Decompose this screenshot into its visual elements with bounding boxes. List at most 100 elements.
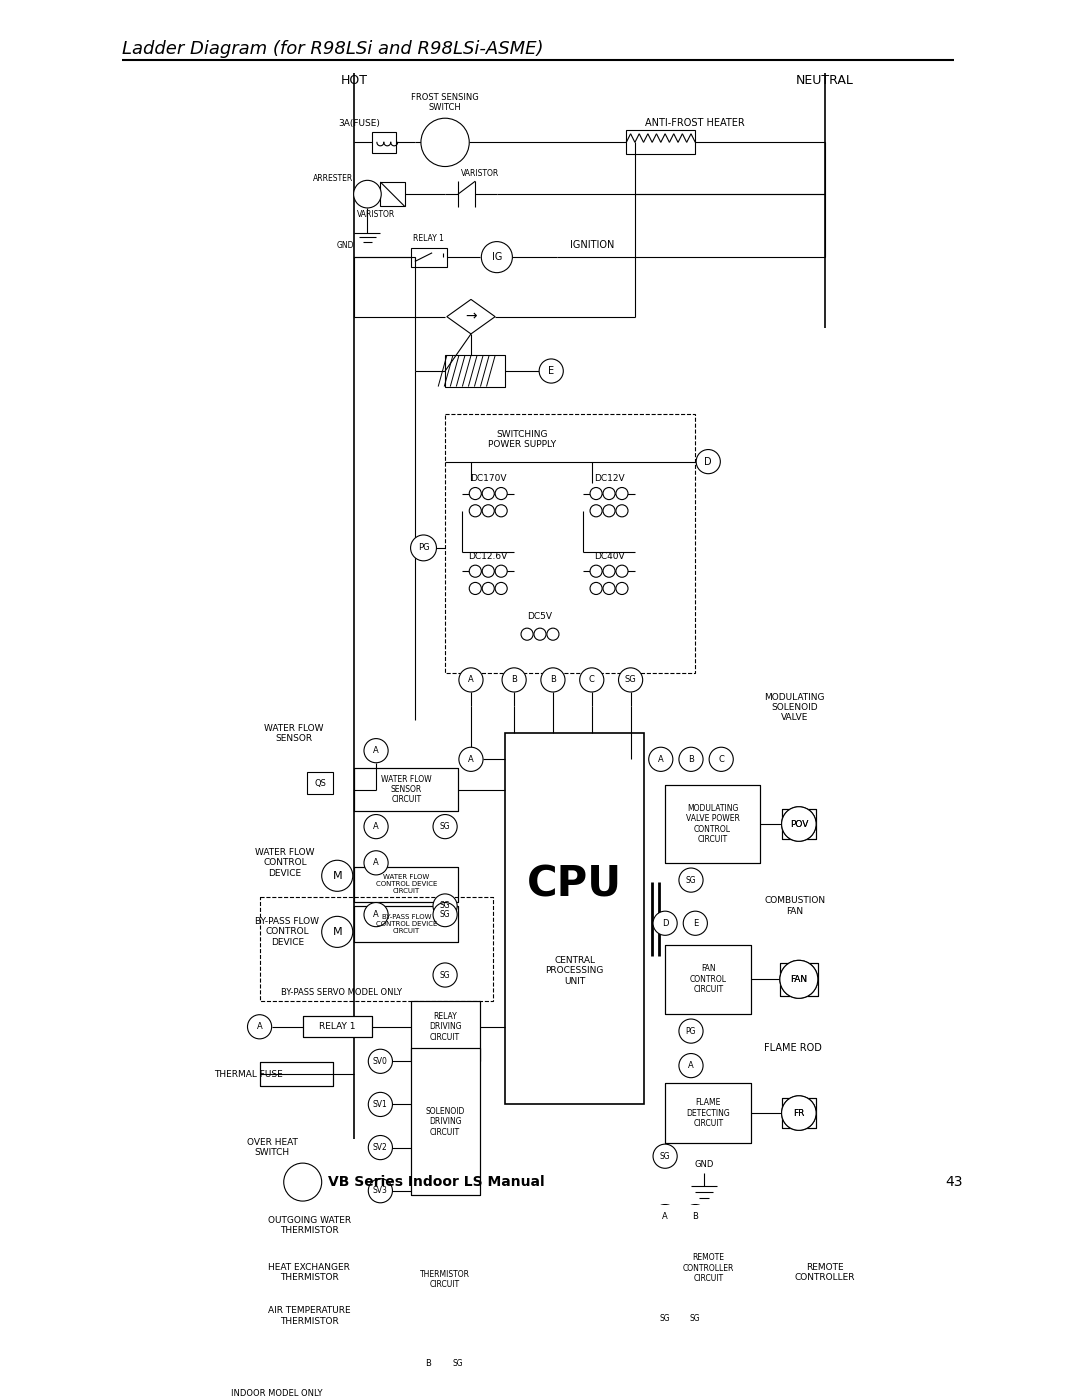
- Circle shape: [433, 894, 457, 918]
- Circle shape: [482, 504, 495, 517]
- Text: DC12V: DC12V: [594, 475, 624, 483]
- Text: WATER FLOW
SENSOR: WATER FLOW SENSOR: [264, 724, 323, 743]
- Text: SG: SG: [440, 821, 450, 831]
- Text: HOT: HOT: [341, 74, 368, 87]
- Bar: [354, 907, 458, 942]
- Circle shape: [459, 668, 483, 692]
- Circle shape: [247, 1014, 272, 1039]
- Text: COMBUSTION
FAN: COMBUSTION FAN: [765, 897, 825, 915]
- Text: RELAY 1: RELAY 1: [414, 233, 444, 243]
- Text: FLAME ROD: FLAME ROD: [765, 1044, 822, 1053]
- Text: C: C: [718, 754, 724, 764]
- Circle shape: [653, 1204, 677, 1229]
- Bar: [782, 1252, 868, 1294]
- Circle shape: [684, 911, 707, 936]
- Text: ANTI-FROST HEATER: ANTI-FROST HEATER: [646, 119, 745, 129]
- Text: HEAT EXCHANGER
THERMISTOR: HEAT EXCHANGER THERMISTOR: [268, 1263, 350, 1282]
- Circle shape: [782, 1095, 816, 1130]
- Bar: [782, 1098, 816, 1127]
- Circle shape: [364, 902, 388, 926]
- Text: E: E: [549, 366, 554, 376]
- Circle shape: [469, 488, 482, 500]
- Circle shape: [353, 180, 381, 208]
- Circle shape: [616, 504, 627, 517]
- Text: FAN: FAN: [791, 975, 808, 983]
- Circle shape: [616, 488, 627, 500]
- Bar: [307, 773, 333, 793]
- Text: VB Series Indoor LS Manual: VB Series Indoor LS Manual: [328, 1175, 544, 1189]
- Text: 43: 43: [945, 1175, 963, 1189]
- Text: NEUTRAL: NEUTRAL: [796, 74, 853, 87]
- Circle shape: [653, 1306, 677, 1330]
- Bar: [410, 1213, 480, 1347]
- Text: MODULATING
SOLENOID
VALVE: MODULATING SOLENOID VALVE: [765, 693, 825, 722]
- Text: RELAY
DRIVING
CIRCUIT: RELAY DRIVING CIRCUIT: [429, 1011, 461, 1042]
- Text: WATER FLOW
CONTROL
DEVICE: WATER FLOW CONTROL DEVICE: [255, 848, 314, 877]
- Bar: [354, 768, 458, 812]
- Text: FAN
CONTROL
CIRCUIT: FAN CONTROL CIRCUIT: [690, 964, 727, 995]
- Circle shape: [546, 629, 559, 640]
- Text: A: A: [468, 675, 474, 685]
- Text: ARRESTER: ARRESTER: [313, 175, 353, 183]
- Text: B: B: [550, 675, 556, 685]
- Bar: [302, 1017, 372, 1037]
- Text: SG: SG: [660, 1315, 671, 1323]
- Text: B: B: [511, 675, 517, 685]
- Bar: [380, 182, 405, 207]
- Text: C: C: [589, 675, 595, 685]
- Circle shape: [482, 488, 495, 500]
- Circle shape: [495, 504, 508, 517]
- Text: PG: PG: [418, 543, 430, 552]
- Text: SG: SG: [440, 901, 450, 911]
- Circle shape: [679, 1053, 703, 1077]
- Bar: [354, 907, 458, 942]
- Bar: [505, 733, 644, 1105]
- Circle shape: [495, 566, 508, 577]
- Circle shape: [653, 1144, 677, 1168]
- Circle shape: [782, 1095, 816, 1130]
- Text: THERMAL FUSE: THERMAL FUSE: [214, 1070, 283, 1078]
- Text: INDOOR MODEL ONLY: INDOOR MODEL ONLY: [231, 1389, 323, 1397]
- Circle shape: [679, 868, 703, 893]
- Text: E: E: [692, 919, 698, 928]
- Circle shape: [482, 242, 512, 272]
- Text: SG: SG: [453, 1359, 463, 1368]
- Bar: [259, 1062, 333, 1087]
- Circle shape: [679, 747, 703, 771]
- Text: Ladder Diagram (for R98LSi and R98LSi-ASME): Ladder Diagram (for R98LSi and R98LSi-AS…: [122, 41, 543, 59]
- Text: FLAME
DETECTING
CIRCUIT: FLAME DETECTING CIRCUIT: [687, 1098, 730, 1127]
- Text: SV3: SV3: [373, 1186, 388, 1196]
- Text: OVER HEAT
SWITCH: OVER HEAT SWITCH: [246, 1139, 297, 1157]
- Text: FAN: FAN: [791, 975, 808, 983]
- Circle shape: [421, 119, 469, 166]
- Text: D: D: [704, 457, 712, 467]
- Bar: [665, 1083, 752, 1143]
- Bar: [259, 1062, 333, 1087]
- Text: DC40V: DC40V: [594, 552, 624, 562]
- Text: WATER FLOW
SENSOR
CIRCUIT: WATER FLOW SENSOR CIRCUIT: [381, 774, 432, 805]
- Text: M: M: [333, 870, 342, 880]
- Circle shape: [782, 806, 816, 841]
- Text: SG: SG: [440, 971, 450, 979]
- Bar: [782, 1252, 868, 1294]
- Text: A: A: [374, 821, 379, 831]
- Bar: [782, 1098, 816, 1127]
- Circle shape: [368, 1179, 392, 1203]
- Bar: [445, 355, 505, 387]
- Circle shape: [364, 814, 388, 838]
- Circle shape: [482, 583, 495, 595]
- Text: DC170V: DC170V: [470, 475, 507, 483]
- Bar: [354, 868, 458, 901]
- Bar: [665, 1234, 752, 1303]
- Text: 3A(FUSE): 3A(FUSE): [338, 119, 380, 129]
- Text: BY-PASS FLOW
CONTROL
DEVICE: BY-PASS FLOW CONTROL DEVICE: [255, 916, 320, 947]
- Text: MODULATING
VALVE POWER
CONTROL
CIRCUIT: MODULATING VALVE POWER CONTROL CIRCUIT: [686, 803, 740, 844]
- Circle shape: [780, 960, 818, 999]
- Circle shape: [534, 629, 546, 640]
- Bar: [410, 1048, 480, 1194]
- Circle shape: [603, 583, 616, 595]
- Text: B: B: [692, 1213, 699, 1221]
- Text: CENTRAL
PROCESSING
UNIT: CENTRAL PROCESSING UNIT: [545, 956, 604, 986]
- Bar: [665, 1083, 752, 1143]
- Circle shape: [684, 1306, 707, 1330]
